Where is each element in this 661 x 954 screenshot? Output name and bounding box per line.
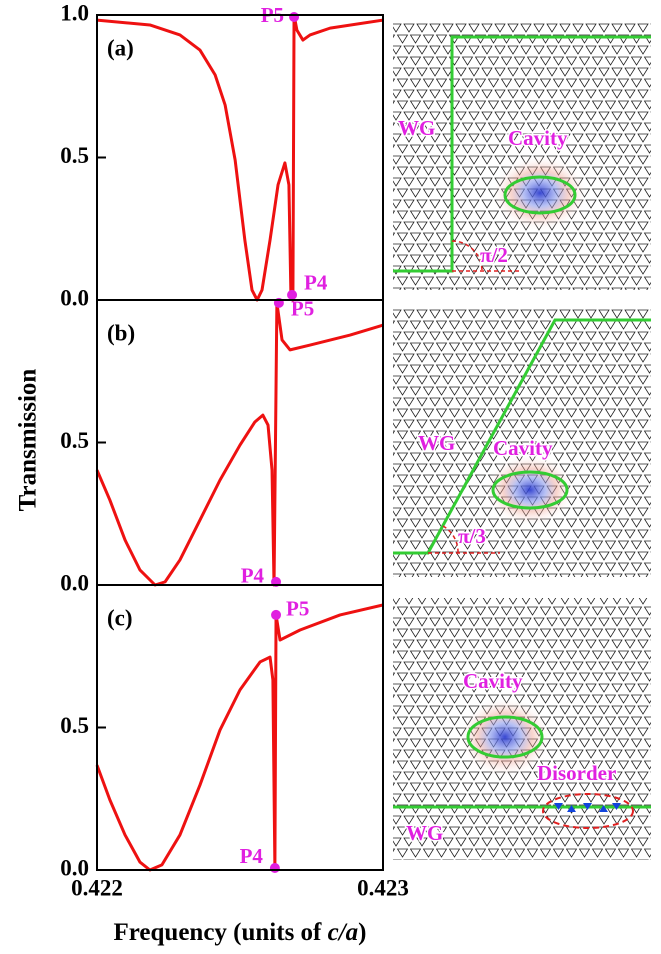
curve xyxy=(95,603,384,872)
point-label: P5 xyxy=(286,597,309,621)
x-tick-label: 0.422 xyxy=(71,875,123,900)
y-tick-label: 1.0 xyxy=(60,0,89,25)
disorder-ellipse xyxy=(542,793,634,829)
cavity-field xyxy=(459,697,551,777)
disorder-rods xyxy=(554,803,621,812)
lattice xyxy=(393,308,651,577)
cavity-ellipse xyxy=(491,470,569,510)
panel: 0.0 0.5 P5 P4 (b) xyxy=(60,297,384,595)
waveguide xyxy=(393,35,651,273)
angle-arc xyxy=(442,525,459,554)
y-tick-label: 0.0 xyxy=(60,570,89,595)
y-tick-label: 0.0 xyxy=(60,855,89,880)
rods xyxy=(554,803,621,812)
panel-label: (c) xyxy=(107,605,133,630)
y-tick-label: 0.5 xyxy=(60,713,89,738)
point-label: P4 xyxy=(304,271,328,295)
cavity-label: Cavity xyxy=(508,126,568,150)
panel-label: (a) xyxy=(107,35,134,60)
y-tick-label: 0.5 xyxy=(60,143,89,168)
angle-label: π/2 xyxy=(480,243,508,267)
panel-label: (b) xyxy=(107,320,135,345)
lattice xyxy=(393,22,651,290)
curve xyxy=(96,13,384,302)
wg-label: WG xyxy=(406,821,443,845)
point-marker xyxy=(289,11,300,22)
y-axis-label: Transmission xyxy=(15,369,42,512)
cavity-label: Cavity xyxy=(493,436,553,460)
cavity-ellipse xyxy=(466,715,544,759)
schematic-c: Cavity Disorder WG xyxy=(393,598,651,860)
point-marker xyxy=(287,289,298,300)
wg-label: WG xyxy=(418,431,455,455)
point-label: P4 xyxy=(241,564,265,588)
plot-frame xyxy=(96,584,384,871)
plot-frame xyxy=(96,14,384,301)
y-tick-label: 0.5 xyxy=(60,428,89,453)
curve xyxy=(95,301,384,587)
disorder-label: Disorder xyxy=(537,761,616,785)
schematic-b: WG Cavity π/3 xyxy=(393,308,651,577)
cavity-label: Cavity xyxy=(463,669,523,693)
x-axis-label-part: Frequency (units of xyxy=(114,919,328,946)
point-label: P4 xyxy=(240,844,264,868)
point-label: P5 xyxy=(291,297,314,321)
angle-arc xyxy=(451,240,483,272)
x-tick-label: 0.423 xyxy=(357,875,409,900)
wg-label: WG xyxy=(398,116,435,140)
point-marker xyxy=(271,609,282,620)
x-axis-label-part: ) xyxy=(358,919,366,946)
y-tick-label: 0.0 xyxy=(60,285,89,310)
schematic-a: WG Cavity π/2 xyxy=(393,22,651,290)
cavity-field xyxy=(485,454,575,526)
cavity-ellipse xyxy=(503,175,577,215)
angle-label: π/3 xyxy=(458,524,486,548)
point-marker xyxy=(269,863,280,874)
waveguide xyxy=(393,318,651,555)
x-axis-label-part: c/a xyxy=(328,919,359,946)
panel: 0.0 0.5 0.422 0.423 P5 P4 (c) xyxy=(60,584,409,900)
x-axis-label: Frequency (units of c/a) xyxy=(114,919,367,946)
cavity-field xyxy=(492,155,588,231)
